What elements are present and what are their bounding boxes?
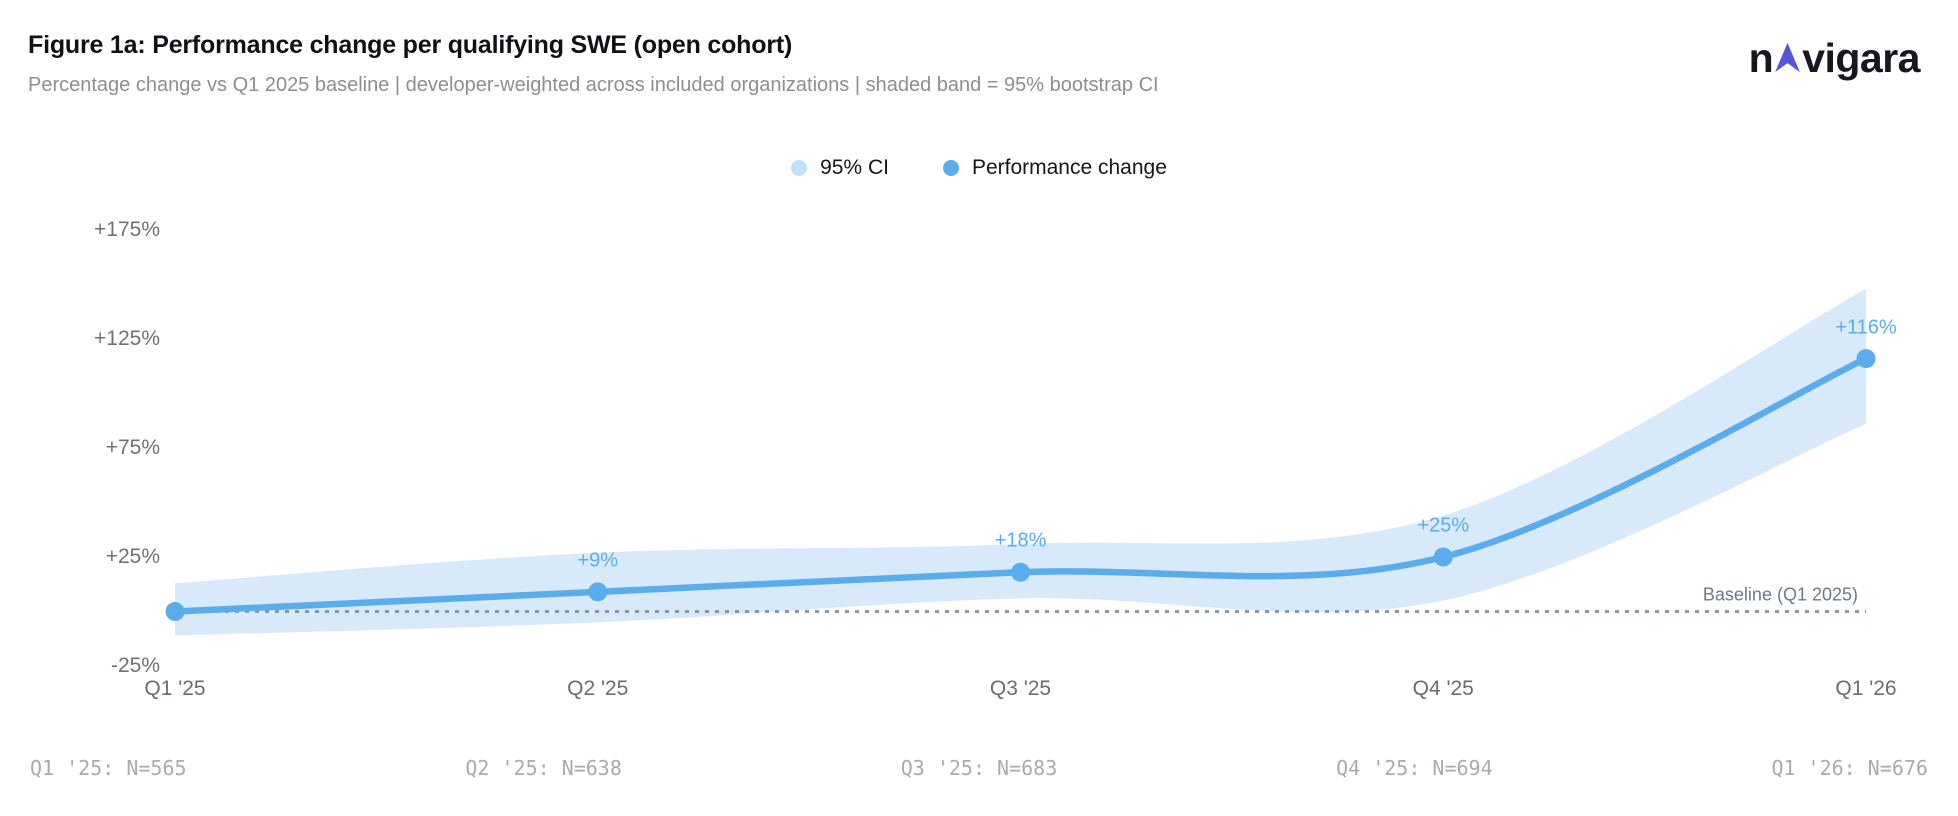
sample-size-q2-25: Q2 '25: N=638: [465, 756, 622, 780]
sample-size-q4-25: Q4 '25: N=694: [1336, 756, 1493, 780]
sample-size-q1-25: Q1 '25: N=565: [30, 756, 187, 780]
legend-item-performance: Performance change: [942, 156, 1167, 180]
figure-subtitle: Percentage change vs Q1 2025 baseline | …: [28, 74, 1159, 96]
data-point-label: +25%: [1417, 514, 1470, 537]
performance-line: [171, 355, 1870, 615]
sample-size-q3-25: Q3 '25: N=683: [900, 756, 1058, 780]
y-axis-tick: +25%: [105, 545, 160, 568]
ci-swatch-icon: [791, 160, 808, 176]
baseline-label: Baseline (Q1 2025): [1702, 584, 1858, 605]
figure-title: Figure 1a: Performance change per qualif…: [28, 31, 793, 59]
x-axis-label: Q1 '26: [1835, 677, 1897, 700]
data-point-label: +116%: [1835, 316, 1897, 339]
navigation-arrow-icon: [1775, 42, 1801, 73]
x-axis-label: Q3 '25: [989, 677, 1052, 700]
x-axis-label: Q1 '25: [144, 677, 206, 700]
data-point: [1856, 349, 1876, 369]
legend-item-ci: 95% CI: [791, 156, 889, 180]
logo-text-prefix: n: [1748, 35, 1774, 81]
performance-swatch-icon: [942, 160, 959, 176]
data-point: [588, 582, 608, 602]
data-point: [1011, 562, 1030, 582]
data-point-label: +18%: [994, 529, 1047, 552]
y-axis-tick: +75%: [105, 436, 160, 459]
chart-legend: 95% CI Performance change: [0, 156, 1958, 180]
x-axis-label: Q2 '25: [567, 677, 629, 700]
legend-label-performance: Performance change: [971, 156, 1167, 179]
ci-band: [175, 288, 1866, 636]
navigara-logo: n vigara: [1748, 28, 1921, 81]
data-point: [1433, 547, 1453, 567]
legend-label-ci: 95% CI: [820, 156, 889, 179]
y-axis-tick: +175%: [94, 218, 160, 241]
x-axis-label: Q4 '25: [1412, 677, 1474, 700]
y-axis-tick: +125%: [94, 327, 160, 350]
logo-text-suffix: vigara: [1802, 35, 1920, 81]
sample-size-footer: Q1 '25: N=565 Q2 '25: N=638 Q3 '25: N=68…: [0, 756, 1958, 780]
data-point-label: +9%: [577, 549, 619, 572]
data-point: [165, 602, 185, 621]
sample-size-q1-26: Q1 '26: N=676: [1771, 756, 1928, 780]
y-axis-tick: -25%: [110, 654, 160, 677]
